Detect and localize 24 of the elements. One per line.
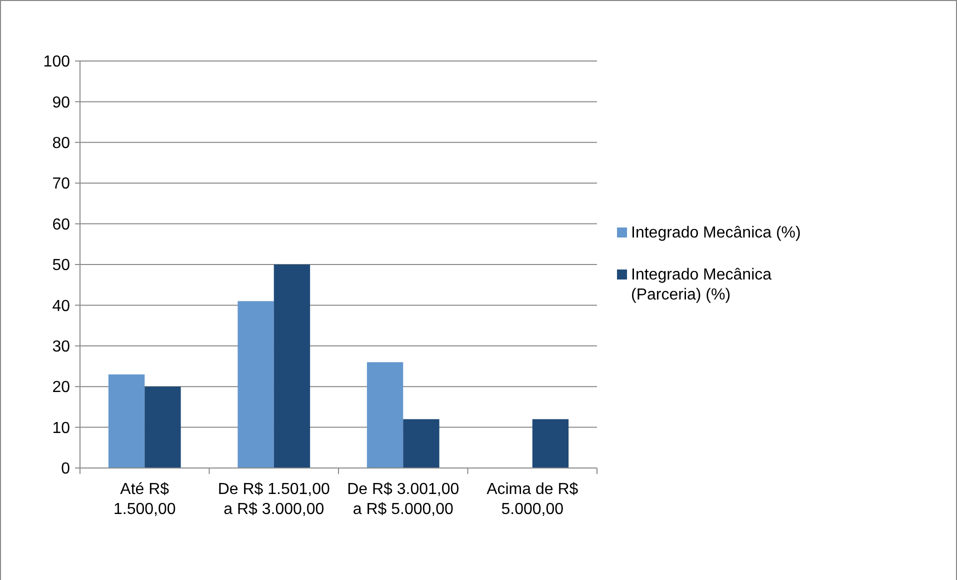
y-tick-label: 70 bbox=[52, 176, 70, 193]
bar bbox=[108, 374, 145, 468]
y-tick-label: 60 bbox=[52, 216, 70, 234]
y-tick-label: 10 bbox=[52, 420, 70, 437]
y-tick-label: 40 bbox=[52, 298, 70, 315]
y-tick-label: 90 bbox=[52, 94, 70, 112]
bar bbox=[366, 362, 404, 468]
y-tick-label: 100 bbox=[43, 54, 70, 71]
x-tick-label: De R$ 1.501,00 a R$ 3.000,00 bbox=[218, 481, 330, 518]
y-tick-label: 0 bbox=[61, 460, 70, 478]
bar bbox=[532, 419, 569, 468]
bar bbox=[274, 264, 310, 468]
bar bbox=[403, 419, 440, 468]
x-tick-label: De R$ 3.001,00 a R$ 5.000,00 bbox=[347, 481, 460, 518]
bar bbox=[238, 301, 274, 468]
y-tick-label: 50 bbox=[52, 257, 70, 274]
legend-label: Integrado Mecânica (%) bbox=[631, 224, 801, 242]
x-tick-label: Até R$ 1.500,00 bbox=[113, 481, 176, 518]
y-tick-label: 80 bbox=[52, 135, 70, 152]
y-tick-label: 30 bbox=[52, 338, 70, 356]
bar bbox=[144, 386, 181, 468]
y-tick-label: 20 bbox=[52, 379, 70, 396]
x-tick-label: Acima de R$ 5.000,00 bbox=[486, 481, 578, 518]
legend-label: Integrado Mecânica (Parceria) (%) bbox=[631, 266, 772, 304]
